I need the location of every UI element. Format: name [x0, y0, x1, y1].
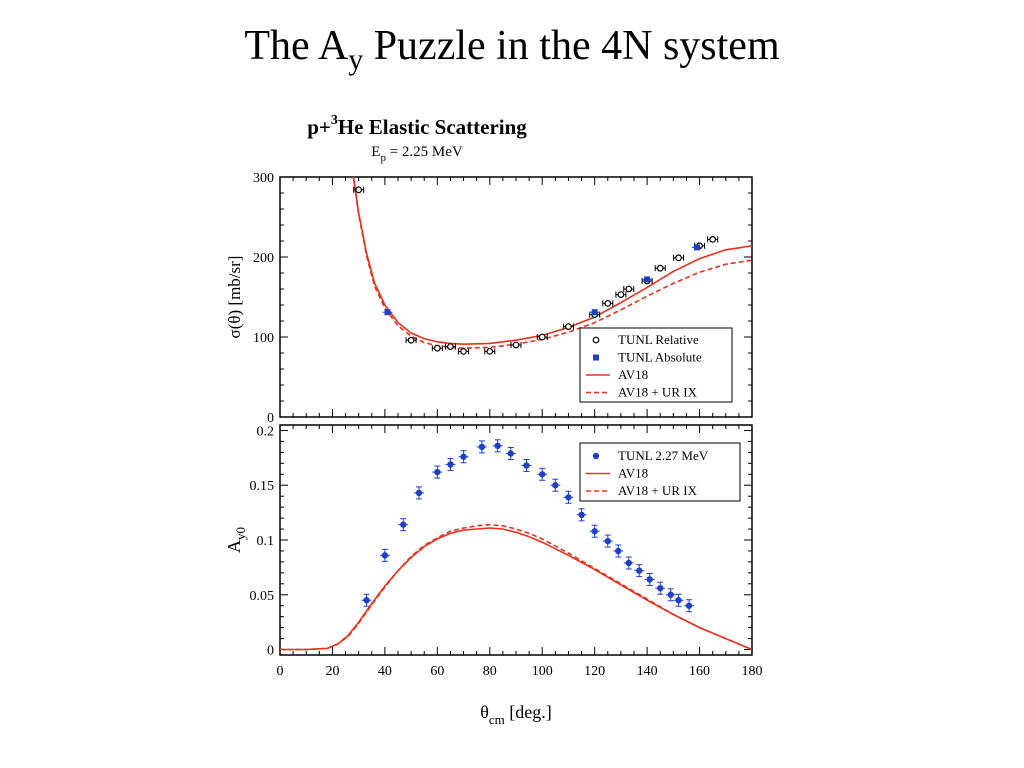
legend-label: AV18 + UR IX [618, 385, 698, 400]
tunl-2-27-point [646, 576, 653, 583]
tunl-2-27-point [460, 453, 467, 460]
x-tick-label: 80 [483, 664, 497, 679]
tunl-2-27-point [363, 597, 370, 604]
tunl-relative-point [709, 235, 717, 243]
tunl-2-27-point [636, 567, 643, 574]
tunl-2-27-point [615, 547, 622, 555]
y-tick-label: 0 [267, 644, 274, 659]
legend-open-circle-icon [592, 336, 600, 344]
top-theory-curves [352, 177, 752, 350]
x-tick-label: 0 [277, 664, 284, 679]
legend-label: TUNL Absolute [618, 350, 702, 365]
y-tick-label: 200 [253, 251, 274, 266]
bottom-data-points [361, 439, 695, 613]
y-tick-label: 0 [267, 411, 274, 426]
tunl-2-27-point [400, 521, 407, 528]
x-tick-label: 120 [584, 664, 605, 679]
av18-urix-curve [280, 523, 752, 651]
figure-svg: p+3He Elastic Scattering Ep = 2.25 MeV 0… [224, 113, 763, 727]
top-chart-title: p+3He Elastic Scattering [307, 113, 527, 139]
tunl-2-27-point [685, 602, 693, 609]
tunl-absolute-point [591, 309, 598, 316]
tunl-2-27-point [478, 443, 486, 451]
tunl-2-27-point [565, 494, 572, 501]
tunl-2-27-point [434, 468, 441, 476]
tunl-relative-point [625, 285, 633, 293]
x-tick-label: 20 [325, 664, 339, 679]
av18-curve [280, 527, 752, 651]
x-axis-label: θcm [deg.] [480, 702, 552, 727]
tunl-2-27-point [552, 482, 559, 489]
tunl-absolute-point [693, 244, 700, 251]
top-data-points [353, 186, 719, 355]
legend-label: TUNL 2.27 MeV [618, 448, 709, 463]
tunl-relative-point [675, 254, 682, 262]
legend-label: TUNL Relative [618, 332, 699, 347]
y-tick-label: 300 [253, 171, 274, 186]
top-chart-subtitle: Ep = 2.25 MeV [371, 144, 463, 164]
tunl-relative-point [460, 347, 467, 355]
y-tick-label: 0.2 [257, 424, 275, 439]
tunl-2-27-point [591, 528, 598, 535]
tunl-relative-point [512, 341, 520, 349]
tunl-2-27-point [507, 450, 514, 457]
tunl-2-27-point [667, 591, 674, 598]
av18-urix-curve [352, 177, 752, 350]
tunl-2-27-point [381, 552, 389, 559]
tunl-relative-point [486, 347, 494, 355]
tunl-2-27-point [447, 461, 454, 468]
tunl-2-27-point [604, 537, 611, 545]
tunl-relative-point [617, 291, 625, 299]
x-tick-label: 180 [742, 664, 763, 679]
y-tick-label: 0.15 [250, 479, 275, 494]
x-tick-label: 40 [378, 664, 392, 679]
tunl-2-27-point [625, 559, 632, 567]
tunl-relative-point [433, 344, 441, 352]
tunl-2-27-point [539, 471, 546, 478]
top-legend: TUNL Relative TUNL Absolute AV18 AV18 + UR … [579, 327, 733, 403]
figure: p+3He Elastic Scattering Ep = 2.25 MeV 0… [200, 100, 780, 740]
tunl-absolute-point [644, 276, 651, 283]
tunl-relative-point [656, 264, 664, 272]
y-tick-label: 0.1 [257, 534, 275, 549]
top-legend-box [579, 327, 733, 403]
tunl-2-27-point [415, 489, 423, 497]
slide-title: The Ay Puzzle in the 4N system [244, 23, 780, 76]
top-y-axis-label: σ(θ) [mb/sr] [225, 256, 244, 339]
bottom-legend: TUNL 2.27 MeV AV18 AV18 + UR IX [579, 442, 741, 502]
tunl-relative-point [447, 343, 454, 351]
tunl-relative-point [565, 323, 572, 331]
legend-label: AV18 [618, 367, 648, 382]
bottom-y-axis-label: Ay0 [224, 527, 248, 553]
legend-filled-square-icon [593, 354, 599, 361]
x-tick-label: 160 [689, 664, 710, 679]
bottom-theory-curves [280, 523, 752, 651]
av18-curve [352, 177, 752, 346]
tunl-relative-point [604, 299, 612, 307]
tunl-2-27-point [523, 462, 530, 469]
legend-label: AV18 + UR IX [618, 483, 698, 498]
bottom-axis-ticks: 0 20 40 60 80 100 120 140 160 180 0 0.05 0.1 0.15 0.2 [250, 424, 763, 679]
tunl-relative-point [355, 186, 363, 194]
tunl-absolute-point [384, 309, 391, 316]
x-tick-label: 60 [430, 664, 444, 679]
tunl-2-27-point [578, 511, 585, 519]
top-axis-ticks: 0 100 200 300 [253, 171, 753, 426]
x-tick-label: 100 [532, 664, 553, 679]
y-tick-label: 100 [253, 331, 274, 346]
legend-filled-circle-icon [592, 452, 600, 460]
x-tick-label: 140 [637, 664, 658, 679]
analyzing-power-panel: 0 20 40 60 80 100 120 140 160 18000.050.10.150.2 … [224, 424, 763, 727]
tunl-2-27-point [657, 584, 664, 592]
tunl-relative-point [407, 336, 415, 344]
legend-label: AV18 [618, 466, 648, 481]
tunl-relative-point [538, 333, 546, 341]
tunl-2-27-point [675, 597, 682, 604]
y-tick-label: 0.05 [250, 589, 275, 604]
tunl-2-27-point [494, 442, 501, 450]
